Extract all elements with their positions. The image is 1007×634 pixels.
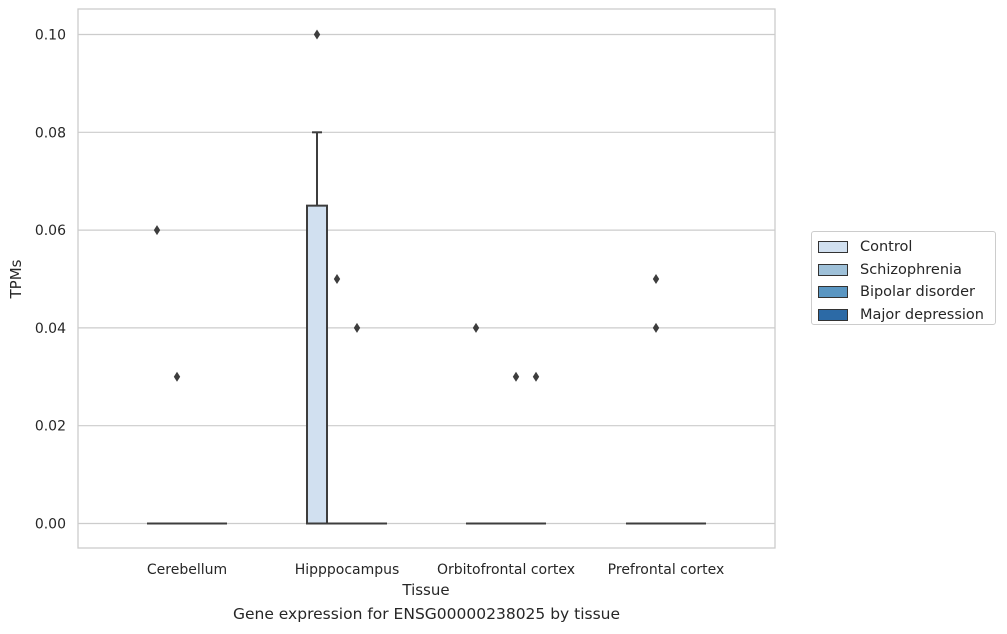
legend-swatch (818, 308, 848, 321)
legend-label: Major depression (860, 306, 984, 323)
outlier-point (173, 371, 181, 382)
y-tick-label: 0.00 (35, 517, 66, 533)
outlier-point (532, 371, 540, 382)
box (306, 204, 328, 525)
x-tick-label: Prefrontal cortex (608, 562, 725, 578)
y-axis-label: TPMs (7, 259, 25, 299)
x-axis-label: Tissue (401, 581, 449, 599)
legend-label: Control (860, 239, 913, 256)
x-tick-label: Cerebellum (147, 562, 227, 578)
y-tick-label: 0.04 (35, 321, 66, 337)
legend-item: Major depression (818, 304, 995, 327)
boxes (147, 131, 706, 525)
legend-item: Schizophrenia (818, 259, 995, 282)
outlier-point (313, 29, 321, 40)
outlier-point (153, 225, 161, 236)
legend-swatch (818, 263, 848, 276)
grid-lines (78, 33, 775, 525)
legend-swatch (818, 286, 848, 299)
legend: Control Schizophrenia Bipolar disorder Majo… (811, 231, 996, 325)
x-tick-label: Orbitofrontal cortex (437, 562, 575, 578)
chart-caption: Gene expression for ENSG00000238025 by t… (232, 605, 621, 623)
x-tick-labels: Cerebellum Hipppocampus Orbitofrontal cort… (147, 562, 724, 578)
outliers (153, 29, 660, 382)
legend-item: Control (818, 236, 995, 259)
y-tick-label: 0.08 (35, 125, 66, 141)
legend-item: Bipolar disorder (818, 281, 995, 304)
outlier-point (353, 322, 361, 333)
legend-label: Schizophrenia (860, 261, 962, 278)
plot-frame (77, 8, 776, 549)
outlier-point (652, 274, 660, 284)
y-tick-labels: 0.00 0.02 0.04 0.06 0.08 0.10 (35, 28, 66, 533)
outlier-point (652, 322, 660, 333)
outlier-point (472, 322, 480, 333)
x-tick-label: Hipppocampus (295, 562, 400, 578)
y-tick-label: 0.10 (35, 28, 66, 44)
y-tick-label: 0.02 (35, 419, 66, 435)
legend-swatch (818, 241, 848, 254)
outlier-point (333, 274, 341, 284)
outlier-point (512, 371, 520, 382)
y-tick-label: 0.06 (35, 223, 66, 239)
legend-label: Bipolar disorder (860, 284, 975, 301)
